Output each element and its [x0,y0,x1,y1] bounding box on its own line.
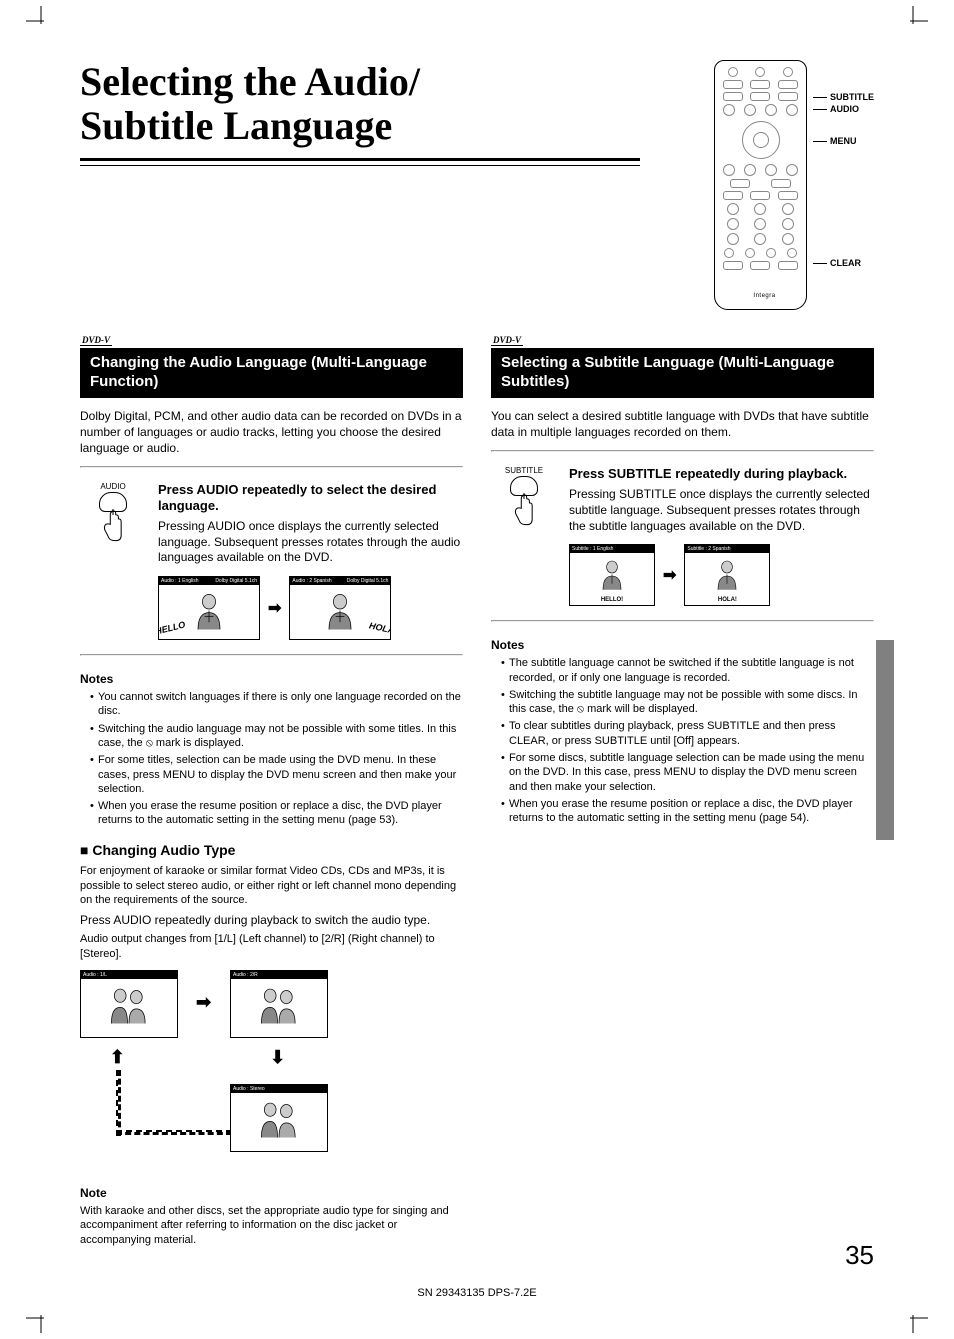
subtitle-intro: You can select a desired subtitle langua… [491,408,874,440]
note-item: You cannot switch languages if there is … [90,690,463,719]
right-column: DVD-V Selecting a Subtitle Language (Mul… [491,330,874,1247]
screen-2r: Audio : 2/R [230,970,328,1038]
audio-type-p2: Press AUDIO repeatedly during playback t… [80,912,463,928]
screen-english: Audio : 1 EnglishDolby Digital 5.1ch HEL… [158,576,260,640]
subtitle-step: SUBTITLE Press SUBTITLE repeatedly durin… [491,466,874,606]
remote-label-clear: CLEAR [830,258,861,268]
arrow-icon: ➡ [268,598,281,618]
press-audio-icon: AUDIO [80,482,146,640]
page: Selecting the Audio/ Subtitle Language I… [0,0,954,1339]
note-item: Switching the subtitle language may not … [501,688,874,717]
note-item: To clear subtitles during playback, pres… [501,719,874,748]
arrow-icon: ➡ [663,565,676,585]
title-rule [80,158,640,166]
audio-step: AUDIO Press AUDIO repeatedly to select t… [80,482,463,640]
note-item: Switching the audio language may not be … [90,722,463,751]
note-title: Note [80,1186,463,1200]
footer-id: SN 29343135 DPS-7.2E [80,1287,874,1299]
note-item: For some discs, subtitle language select… [501,751,874,794]
section-header-audio: Changing the Audio Language (Multi-Langu… [80,348,463,398]
audio-type-note: With karaoke and other discs, set the ap… [80,1204,463,1247]
arrow-icon: ➡ [107,1049,128,1064]
note-item: When you erase the resume position or re… [501,797,874,826]
press-subtitle-icon: SUBTITLE [491,466,557,606]
dvdv-tag: DVD-V [491,335,523,346]
audio-step-title: Press AUDIO repeatedly to select the des… [158,482,463,513]
note-item: For some titles, selection can be made u… [90,753,463,796]
section-header-subtitle: Selecting a Subtitle Language (Multi-Lan… [491,348,874,398]
subtitle-screens: Subtitle : 1 English HELLO! ➡ Subtitle :… [569,544,874,606]
remote-label-menu: MENU [830,136,857,146]
audio-notes: You cannot switch languages if there is … [80,690,463,828]
arrow-icon: ➡ [267,1049,288,1064]
screen-sub-spanish: Subtitle : 2 Spanish HOLA! [684,544,770,606]
audio-type-p3: Audio output changes from [1/L] (Left ch… [80,932,463,962]
page-title: Selecting the Audio/ Subtitle Language [80,60,694,148]
subtitle-step-desc: Pressing SUBTITLE once displays the curr… [569,487,874,534]
left-column: DVD-V Changing the Audio Language (Multi… [80,330,463,1247]
audio-type-p1: For enjoyment of karaoke or similar form… [80,864,463,909]
subtitle-notes: The subtitle language cannot be switched… [491,656,874,825]
dvdv-tag: DVD-V [80,335,112,346]
note-item: The subtitle language cannot be switched… [501,656,874,685]
audio-type-heading: Changing Audio Type [80,842,463,858]
remote-diagram: Integra SUBTITLE AUDIO MENU CLEAR [714,60,874,310]
audio-intro: Dolby Digital, PCM, and other audio data… [80,408,463,457]
screen-spanish: Audio : 2 SpanishDolby Digital 5.1ch HOL… [289,576,391,640]
notes-title: Notes [491,638,874,652]
remote-label-subtitle: SUBTITLE [830,92,874,102]
notes-title: Notes [80,672,463,686]
screen-sub-english: Subtitle : 1 English HELLO! [569,544,655,606]
remote-brand: Integra [719,293,810,299]
screen-1l: Audio : 1/L [80,970,178,1038]
audio-screens: Audio : 1 EnglishDolby Digital 5.1ch HEL… [158,576,463,640]
audio-type-diagram: Audio : 1/L ➡ Audio : 2/R ➡ ➡ Audio : St… [80,970,390,1170]
audio-step-desc: Pressing AUDIO once displays the current… [158,519,463,566]
arrow-icon: ➡ [196,992,211,1013]
subtitle-step-title: Press SUBTITLE repeatedly during playbac… [569,466,874,482]
screen-stereo: Audio : Stereo [230,1084,328,1152]
note-item: When you erase the resume position or re… [90,799,463,828]
remote-label-audio: AUDIO [830,104,859,114]
side-tab [876,640,894,840]
page-number: 35 [845,1240,874,1271]
remote-outline: Integra [714,60,807,310]
